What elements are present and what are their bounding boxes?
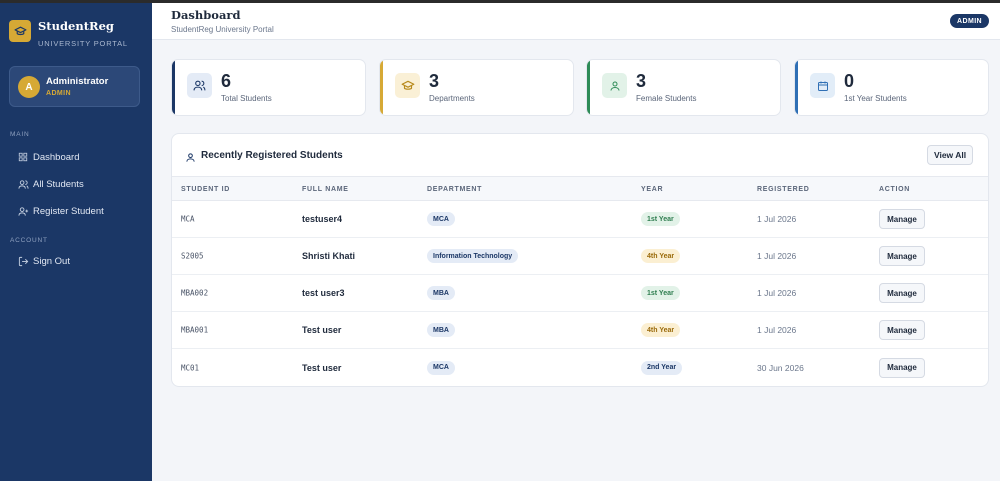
column-header-action: ACTION	[879, 186, 911, 193]
sidebar-item-label: Sign Out	[33, 255, 70, 267]
year-badge: 4th Year	[641, 323, 681, 337]
stat-label: Departments	[429, 94, 475, 103]
student-name: Test user	[302, 362, 342, 373]
column-header-department[interactable]: DEPARTMENT	[427, 186, 483, 193]
table-header: STUDENT ID FULL NAME DEPARTMENT YEAR REG…	[172, 176, 988, 201]
sidebar-item-sign-out[interactable]: Sign Out	[10, 250, 142, 272]
department-badge: Information Technology	[427, 249, 519, 263]
year-badge: 1st Year	[641, 286, 680, 300]
stat-value: 3	[429, 71, 440, 91]
department-badge: MBA	[427, 323, 455, 337]
column-header-registered[interactable]: REGISTERED	[757, 186, 810, 193]
column-header-student-id[interactable]: STUDENT ID	[181, 186, 230, 193]
table-row: MCA testuser4 MCA 1st Year 1 Jul 2026 Ma…	[172, 201, 988, 238]
stat-accent	[795, 60, 798, 115]
student-name: test user3	[302, 288, 345, 298]
stat-label: Total Students	[221, 94, 272, 103]
student-id: MBA001	[181, 325, 209, 335]
view-all-button[interactable]: View All	[927, 145, 973, 165]
panel-title: Recently Registered Students	[201, 150, 343, 161]
column-header-full-name[interactable]: FULL NAME	[302, 186, 349, 193]
brand-name: StudentReg	[38, 19, 114, 33]
user-card: A Administrator ADMIN	[9, 66, 140, 107]
manage-button[interactable]: Manage	[879, 283, 925, 303]
stat-card-departments: 3 Departments	[379, 59, 574, 116]
user-icon	[602, 73, 627, 98]
section-label-main: MAIN	[10, 131, 30, 138]
user-plus-icon	[16, 204, 30, 218]
stat-accent	[172, 60, 175, 115]
table-row: MBA002 test user3 MBA 1st Year 1 Jul 202…	[172, 275, 988, 312]
stat-card-first-year-students: 0 1st Year Students	[794, 59, 989, 116]
table-row: S2005 Shristi Khati Information Technolo…	[172, 238, 988, 275]
student-id: MC01	[181, 363, 200, 372]
registered-date: 30 Jun 2026	[757, 362, 804, 373]
stat-label: 1st Year Students	[844, 94, 907, 103]
panel-header: Recently Registered Students View All	[172, 134, 988, 176]
column-header-year[interactable]: YEAR	[641, 186, 664, 193]
stat-accent	[380, 60, 383, 115]
sidebar-item-label: Dashboard	[33, 151, 80, 163]
manage-button[interactable]: Manage	[879, 209, 925, 229]
registered-date: 1 Jul 2026	[757, 325, 797, 335]
sidebar-item-dashboard[interactable]: Dashboard	[10, 146, 142, 168]
users-icon	[187, 73, 212, 98]
brand-subtitle: UNIVERSITY PORTAL	[38, 39, 128, 48]
stat-value: 6	[221, 71, 232, 91]
role-badge: ADMIN	[950, 14, 989, 28]
department-badge: MCA	[427, 212, 455, 226]
year-badge: 1st Year	[641, 212, 680, 226]
stat-value: 0	[844, 71, 855, 91]
stat-card-female-students: 3 Female Students	[586, 59, 781, 116]
recent-students-panel: Recently Registered Students View All ST…	[171, 133, 989, 387]
window-top-border	[0, 0, 1000, 3]
table-row: MBA001 Test user MBA 4th Year 1 Jul 2026…	[172, 312, 988, 349]
manage-button[interactable]: Manage	[879, 246, 925, 266]
users-icon	[16, 177, 30, 191]
graduation-cap-icon	[395, 73, 420, 98]
user-name: Administrator	[46, 76, 109, 87]
sign-out-icon	[16, 254, 30, 268]
page-header: Dashboard StudentReg University Portal A…	[152, 3, 1000, 40]
sidebar-item-label: Register Student	[33, 205, 104, 217]
manage-button[interactable]: Manage	[879, 357, 925, 378]
page-subtitle: StudentReg University Portal	[171, 25, 274, 34]
student-name: testuser4	[302, 214, 343, 224]
student-name: Test user	[302, 325, 342, 335]
manage-button[interactable]: Manage	[879, 320, 925, 340]
stat-label: Female Students	[636, 94, 697, 103]
registered-date: 1 Jul 2026	[757, 251, 797, 261]
user-icon	[185, 150, 196, 168]
department-badge: MBA	[427, 286, 455, 300]
page-title: Dashboard	[171, 8, 241, 22]
sidebar-item-register-student[interactable]: Register Student	[10, 200, 142, 222]
department-badge: MCA	[427, 360, 455, 375]
section-label-account: ACCOUNT	[10, 237, 48, 244]
stat-value: 3	[636, 71, 647, 91]
year-badge: 4th Year	[641, 249, 681, 263]
student-name: Shristi Khati	[302, 251, 356, 261]
user-role: ADMIN	[46, 90, 71, 97]
registered-date: 1 Jul 2026	[757, 288, 797, 298]
registered-date: 1 Jul 2026	[757, 214, 797, 224]
student-id: MBA002	[181, 288, 209, 298]
stat-card-total-students: 6 Total Students	[171, 59, 366, 116]
table-row: MC01 Test user MCA 2nd Year 30 Jun 2026 …	[172, 349, 988, 386]
sidebar-item-label: All Students	[33, 178, 84, 190]
grid-icon	[16, 150, 30, 164]
graduation-cap-logo-icon	[9, 20, 31, 42]
sidebar-item-all-students[interactable]: All Students	[10, 173, 142, 195]
student-id: MCA	[181, 214, 195, 224]
brand[interactable]: StudentReg UNIVERSITY PORTAL	[9, 20, 128, 48]
student-id: S2005	[181, 251, 204, 261]
calendar-icon	[810, 73, 835, 98]
stat-accent	[587, 60, 590, 115]
avatar: A	[18, 76, 40, 98]
sidebar: StudentReg UNIVERSITY PORTAL A Administr…	[0, 3, 152, 481]
year-badge: 2nd Year	[641, 360, 683, 375]
